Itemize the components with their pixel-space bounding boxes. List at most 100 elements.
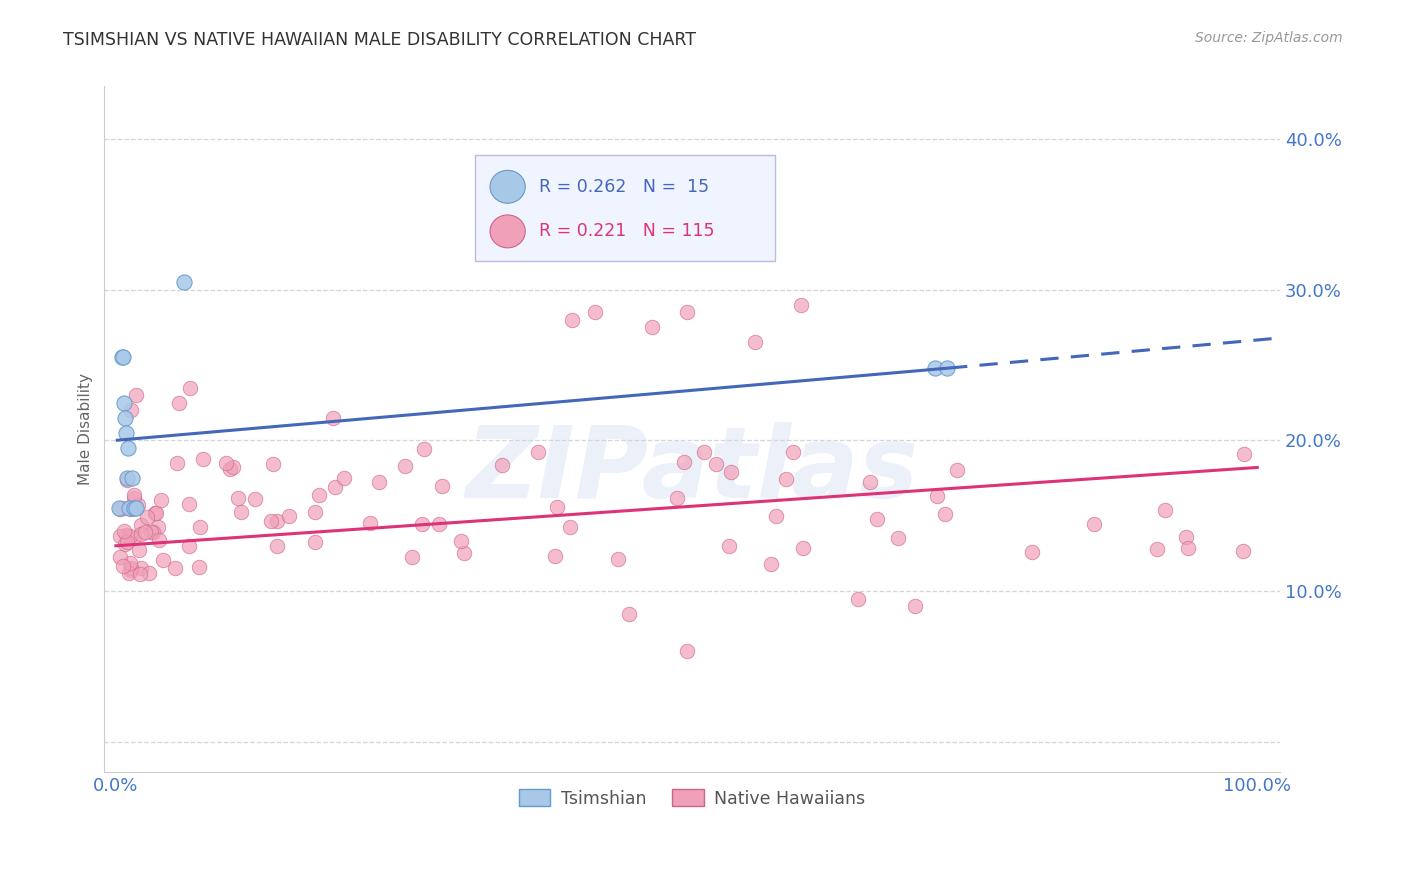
Point bbox=[129, 561, 152, 575]
Text: R = 0.262   N =  15: R = 0.262 N = 15 bbox=[540, 178, 710, 195]
Point bbox=[179, 381, 201, 395]
Point bbox=[935, 361, 957, 376]
Point bbox=[121, 471, 143, 485]
Point bbox=[759, 557, 782, 571]
Point bbox=[1175, 530, 1198, 544]
Point bbox=[120, 563, 142, 577]
Point bbox=[430, 479, 453, 493]
Point bbox=[222, 459, 245, 474]
Point bbox=[122, 531, 145, 545]
Point bbox=[112, 395, 135, 409]
Point bbox=[134, 524, 156, 539]
Point bbox=[411, 517, 433, 532]
Point bbox=[412, 442, 434, 456]
Point bbox=[607, 552, 630, 566]
Point bbox=[122, 491, 145, 506]
Point bbox=[118, 566, 141, 580]
Point bbox=[333, 471, 356, 485]
Point bbox=[1021, 545, 1043, 559]
Point bbox=[934, 507, 956, 521]
Point bbox=[744, 335, 766, 350]
Point bbox=[866, 512, 889, 526]
Point bbox=[1154, 503, 1177, 517]
Point bbox=[114, 410, 136, 425]
Text: R = 0.221   N = 115: R = 0.221 N = 115 bbox=[540, 222, 714, 240]
Point bbox=[122, 488, 145, 502]
Point bbox=[146, 520, 169, 534]
Point bbox=[792, 541, 814, 556]
Point bbox=[120, 561, 142, 575]
Point bbox=[117, 441, 139, 455]
Point bbox=[1233, 447, 1256, 461]
Text: ZIPatlas: ZIPatlas bbox=[465, 422, 918, 518]
Point bbox=[304, 505, 326, 519]
Point bbox=[125, 501, 148, 516]
Point bbox=[177, 497, 200, 511]
Point bbox=[152, 553, 174, 567]
Point bbox=[561, 313, 583, 327]
Point bbox=[401, 549, 423, 564]
Ellipse shape bbox=[491, 215, 526, 248]
Point bbox=[304, 535, 326, 549]
Point bbox=[145, 506, 167, 520]
Point bbox=[163, 561, 186, 575]
Point bbox=[120, 501, 142, 516]
Point bbox=[219, 462, 242, 476]
Point bbox=[108, 501, 131, 516]
Point bbox=[394, 458, 416, 473]
Point bbox=[322, 410, 344, 425]
Point bbox=[243, 491, 266, 506]
Point bbox=[129, 566, 152, 581]
Point bbox=[925, 489, 948, 503]
Point bbox=[924, 361, 946, 376]
Point bbox=[231, 505, 253, 519]
Point bbox=[1146, 542, 1168, 557]
Point bbox=[583, 305, 606, 319]
Point bbox=[139, 525, 162, 540]
Point bbox=[782, 444, 804, 458]
Point bbox=[167, 395, 190, 409]
Point bbox=[111, 559, 134, 574]
Point bbox=[150, 493, 173, 508]
Point bbox=[118, 501, 141, 516]
Point bbox=[675, 305, 697, 319]
Point bbox=[191, 451, 214, 466]
Point bbox=[1177, 541, 1199, 556]
Point bbox=[115, 425, 138, 440]
Point bbox=[704, 457, 727, 471]
Point bbox=[765, 508, 787, 523]
Point bbox=[122, 501, 145, 516]
Point bbox=[720, 465, 742, 479]
Point bbox=[359, 516, 381, 530]
Point bbox=[527, 444, 550, 458]
Text: TSIMSHIAN VS NATIVE HAWAIIAN MALE DISABILITY CORRELATION CHART: TSIMSHIAN VS NATIVE HAWAIIAN MALE DISABI… bbox=[63, 31, 696, 49]
Point bbox=[450, 533, 472, 548]
Point bbox=[266, 539, 288, 553]
FancyBboxPatch shape bbox=[475, 155, 775, 261]
Ellipse shape bbox=[491, 170, 526, 203]
Point bbox=[138, 566, 160, 580]
Point bbox=[125, 388, 148, 402]
Point bbox=[148, 533, 170, 547]
Point bbox=[262, 458, 284, 472]
Point bbox=[115, 474, 138, 488]
Point bbox=[260, 514, 283, 528]
Point bbox=[114, 536, 136, 550]
Point bbox=[904, 599, 927, 613]
Point bbox=[558, 520, 581, 534]
Point bbox=[1232, 543, 1254, 558]
Point bbox=[226, 491, 249, 505]
Point bbox=[128, 542, 150, 557]
Point bbox=[131, 527, 153, 541]
Point bbox=[215, 456, 238, 470]
Point bbox=[118, 556, 141, 570]
Point bbox=[544, 549, 567, 564]
Point bbox=[115, 534, 138, 549]
Point bbox=[427, 516, 450, 531]
Point bbox=[111, 351, 134, 365]
Point bbox=[166, 456, 188, 470]
Point bbox=[187, 559, 209, 574]
Point bbox=[789, 298, 811, 312]
Point bbox=[136, 509, 159, 524]
Point bbox=[142, 525, 165, 540]
